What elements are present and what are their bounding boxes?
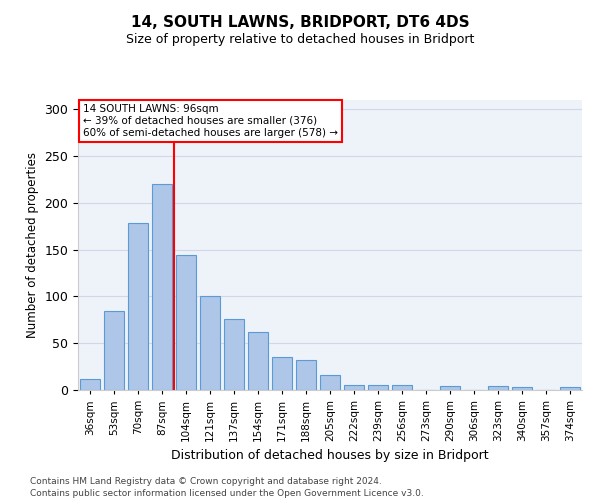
Bar [80,379,100,390]
Text: Contains HM Land Registry data © Crown copyright and database right 2024.: Contains HM Land Registry data © Crown c… [30,478,382,486]
Bar [392,386,412,390]
Text: 14 SOUTH LAWNS: 96sqm
← 39% of detached houses are smaller (376)
60% of semi-det: 14 SOUTH LAWNS: 96sqm ← 39% of detached … [83,104,338,138]
Bar [512,387,532,390]
Bar [200,296,220,390]
Bar [272,358,292,390]
Bar [440,386,460,390]
Bar [104,312,124,390]
X-axis label: Distribution of detached houses by size in Bridport: Distribution of detached houses by size … [171,450,489,462]
Bar [488,386,508,390]
Text: Size of property relative to detached houses in Bridport: Size of property relative to detached ho… [126,32,474,46]
Bar [368,386,388,390]
Y-axis label: Number of detached properties: Number of detached properties [26,152,39,338]
Text: Contains public sector information licensed under the Open Government Licence v3: Contains public sector information licen… [30,489,424,498]
Bar [296,360,316,390]
Bar [224,319,244,390]
Bar [344,386,364,390]
Bar [320,375,340,390]
Text: 14, SOUTH LAWNS, BRIDPORT, DT6 4DS: 14, SOUTH LAWNS, BRIDPORT, DT6 4DS [131,15,469,30]
Bar [248,332,268,390]
Bar [560,387,580,390]
Bar [176,256,196,390]
Bar [128,224,148,390]
Bar [152,184,172,390]
